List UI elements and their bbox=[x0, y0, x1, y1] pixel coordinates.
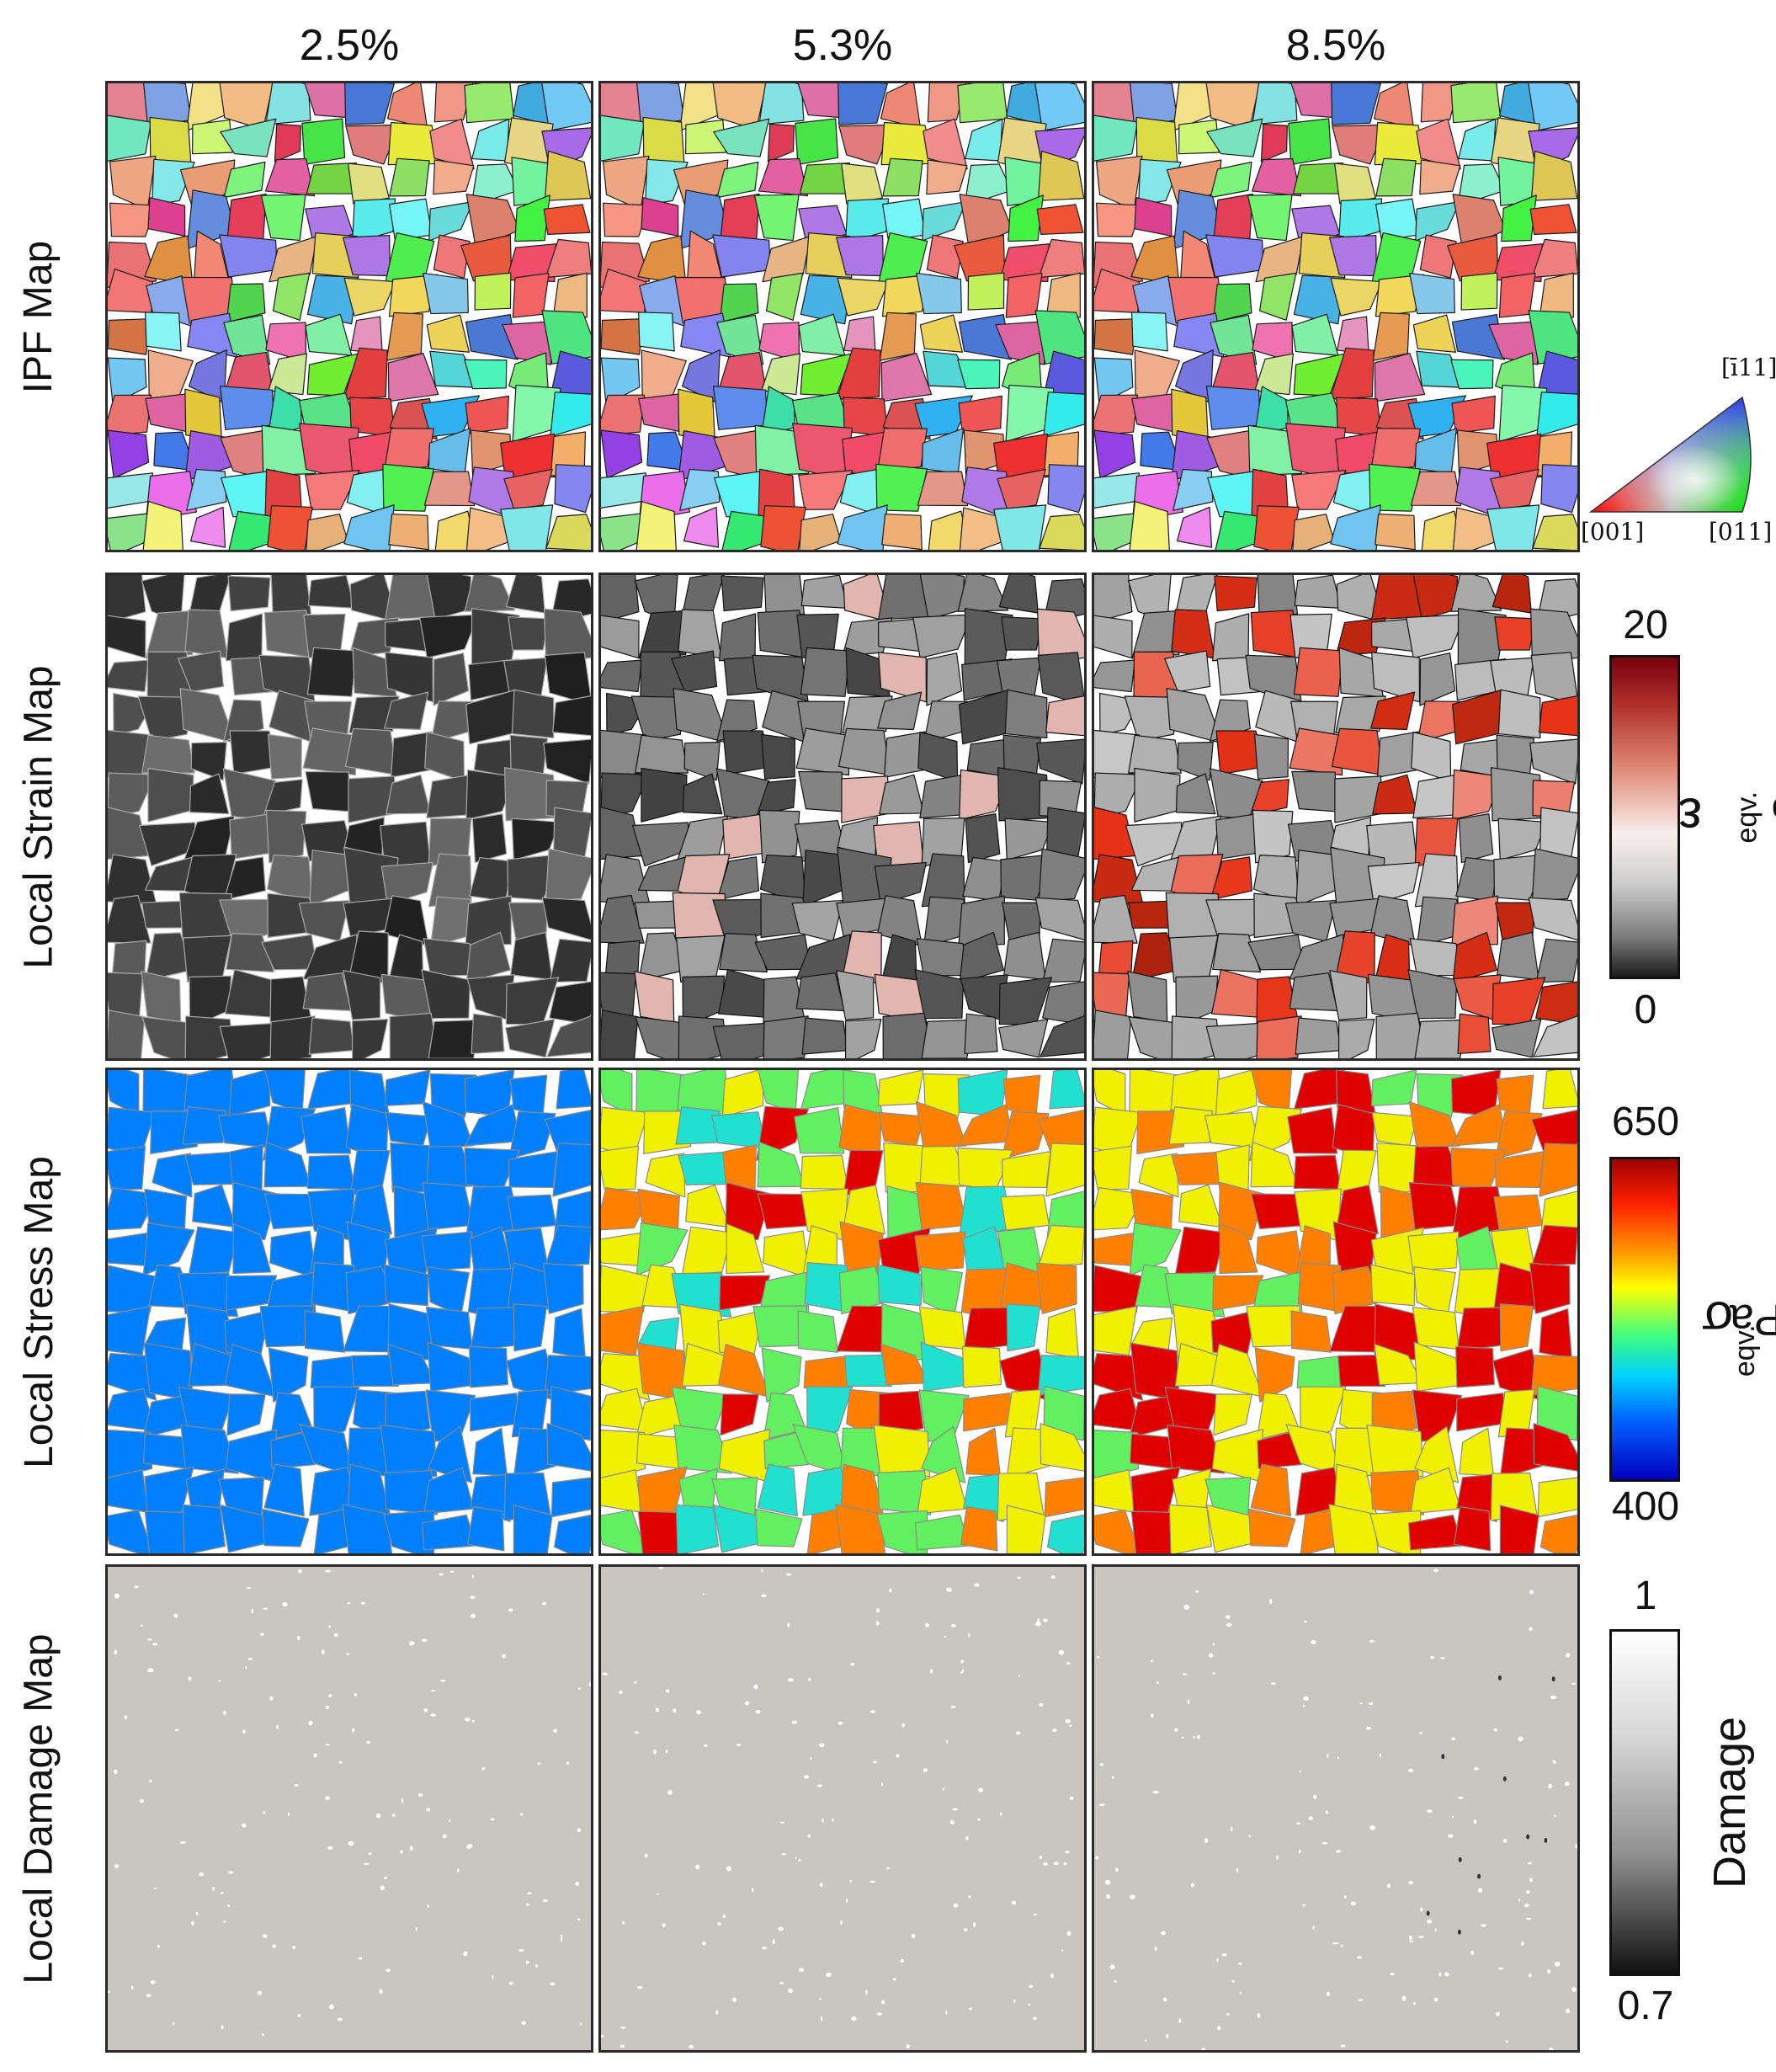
ipf-color-triangle bbox=[1588, 396, 1752, 513]
stress-scale-min: 400 bbox=[1611, 1484, 1680, 1529]
strain-scale-min: 0 bbox=[1634, 988, 1657, 1032]
strain-colorbar bbox=[1609, 655, 1680, 979]
ipf-label-011: [011] bbox=[1709, 518, 1773, 546]
row-label-damage: Local Damage Map bbox=[16, 1633, 61, 1984]
strain-map-8-5 bbox=[1092, 573, 1580, 1061]
row-label-stress: Local Stress Map bbox=[16, 1155, 61, 1468]
stress-map-8-5 bbox=[1092, 1068, 1580, 1556]
stress-colorbar bbox=[1609, 1157, 1680, 1482]
column-header-2-5: 2.5% bbox=[299, 21, 400, 70]
column-header-8-5: 8.5% bbox=[1285, 21, 1386, 70]
strain-subscript: eqv. bbox=[1731, 791, 1763, 844]
stress-scale-max: 650 bbox=[1611, 1100, 1680, 1144]
damage-colorbar bbox=[1609, 1629, 1680, 1976]
ipf-map-2-5 bbox=[105, 81, 593, 552]
ipf-map-5-3 bbox=[598, 81, 1087, 552]
strain-symbol: ε bbox=[1678, 786, 1703, 848]
column-header-5-3: 5.3% bbox=[792, 21, 893, 70]
stress-map-2-5 bbox=[105, 1068, 593, 1556]
ipf-map-8-5 bbox=[1092, 81, 1580, 552]
ipf-label-001: [001] bbox=[1581, 518, 1645, 546]
stress-symbol: σ bbox=[1702, 1291, 1734, 1348]
damage-scale-min: 0.7 bbox=[1617, 1984, 1674, 2028]
damage-map-5-3 bbox=[598, 1564, 1087, 2053]
row-label-ipf: IPF Map bbox=[16, 240, 61, 393]
strain-unit: % bbox=[1768, 787, 1776, 838]
damage-scale-title: Damage bbox=[1704, 1716, 1756, 1889]
strain-map-5-3 bbox=[598, 573, 1087, 1061]
stress-unit: , MPa bbox=[1730, 1294, 1776, 1344]
strain-map-2-5 bbox=[105, 573, 593, 1061]
row-label-strain: Local Strain Map bbox=[16, 664, 61, 969]
damage-map-2-5 bbox=[105, 1564, 593, 2053]
strain-scale-max: 20 bbox=[1623, 603, 1668, 647]
damage-map-8-5 bbox=[1092, 1564, 1580, 2053]
ipf-label-111: [ī11] bbox=[1721, 354, 1776, 381]
stress-map-5-3 bbox=[598, 1068, 1087, 1556]
strain-scale-title: ε eqv.% bbox=[1678, 655, 1776, 979]
damage-scale-max: 1 bbox=[1634, 1574, 1657, 1618]
